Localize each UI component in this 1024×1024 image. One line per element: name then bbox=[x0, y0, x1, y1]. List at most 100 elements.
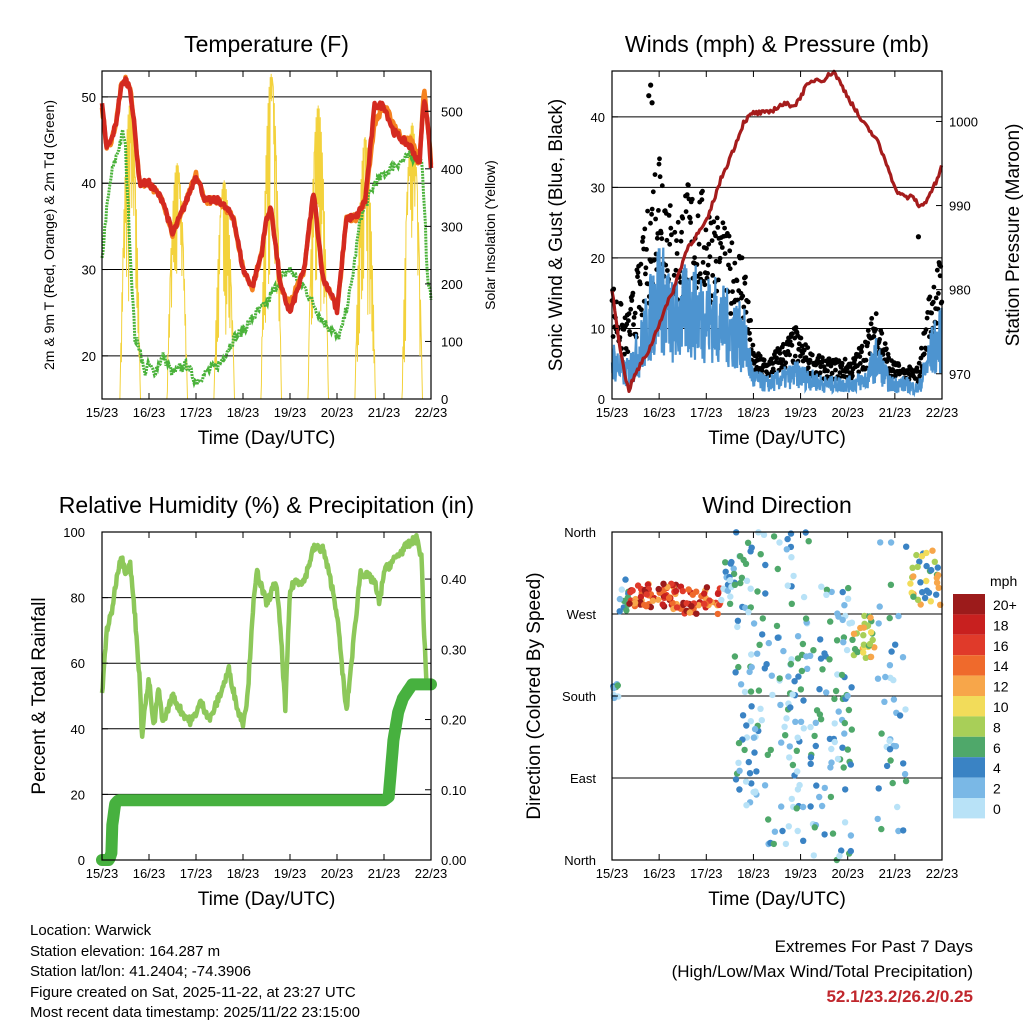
gust-point bbox=[937, 273, 943, 279]
colorbar-label: 16 bbox=[993, 638, 1009, 654]
y2-tick-label: 500 bbox=[441, 104, 463, 119]
direction-point bbox=[782, 732, 789, 739]
y-tick-label: 30 bbox=[82, 263, 96, 278]
gust-point bbox=[625, 349, 631, 355]
direction-point bbox=[701, 600, 708, 608]
direction-point bbox=[738, 574, 746, 581]
extremes-panel: Extremes For Past 7 Days (High/Low/Max W… bbox=[672, 934, 973, 1009]
direction-point bbox=[875, 785, 882, 792]
gust-point bbox=[639, 307, 644, 313]
gust-point bbox=[706, 241, 712, 247]
direction-point bbox=[816, 686, 823, 693]
x-tick-label: 16/23 bbox=[643, 405, 676, 420]
solar-insolation-2 bbox=[213, 180, 235, 400]
direction-point bbox=[797, 718, 805, 725]
y2-tick-label: 0.10 bbox=[441, 783, 466, 798]
direction-point bbox=[780, 647, 787, 655]
direction-point bbox=[769, 691, 776, 699]
direction-point bbox=[745, 608, 752, 616]
direction-point bbox=[799, 640, 807, 648]
direction-point bbox=[736, 553, 744, 560]
direction-point bbox=[779, 827, 786, 835]
direction-point bbox=[823, 586, 831, 593]
direction-point bbox=[844, 595, 852, 602]
gust-point bbox=[671, 272, 677, 278]
direction-point bbox=[718, 596, 725, 604]
y-axis-label: Percent & Total Rainfall bbox=[29, 597, 50, 794]
colorbar-swatch bbox=[953, 594, 985, 615]
colorbar-swatch bbox=[953, 798, 985, 819]
direction-point bbox=[860, 624, 867, 631]
y-axis-label: Direction (Colored By Speed) bbox=[524, 572, 545, 819]
x-tick-label: 17/23 bbox=[690, 866, 723, 881]
direction-point bbox=[753, 768, 760, 775]
y2-tick-label: 0.30 bbox=[441, 642, 466, 657]
gust-point bbox=[632, 310, 638, 316]
y-axis-label: 2m & 9m T (Red, Orange) & 2m Td (Green) bbox=[41, 100, 57, 370]
direction-point bbox=[788, 554, 795, 561]
direction-point bbox=[889, 779, 896, 787]
direction-point bbox=[910, 573, 917, 580]
station-info: Location: Warwick Station elevation: 164… bbox=[30, 921, 360, 1024]
series-relative-humidity bbox=[99, 532, 433, 739]
gust-point bbox=[640, 235, 646, 240]
direction-point bbox=[901, 770, 909, 778]
direction-point bbox=[834, 671, 841, 678]
plot-frame bbox=[611, 531, 943, 861]
direction-point bbox=[747, 718, 754, 725]
x-tick-label: 21/23 bbox=[879, 405, 912, 420]
direction-point bbox=[934, 564, 941, 571]
x-tick-label: 22/23 bbox=[415, 405, 448, 420]
direction-point bbox=[797, 686, 805, 693]
gust-point bbox=[669, 232, 674, 238]
gust-point bbox=[884, 346, 889, 352]
direction-point bbox=[731, 581, 739, 588]
direction-point bbox=[828, 588, 835, 596]
gust-point bbox=[667, 203, 673, 209]
gust-point bbox=[649, 211, 654, 217]
x-tick-label: 15/23 bbox=[86, 405, 119, 420]
gust-point bbox=[715, 225, 721, 230]
direction-point bbox=[812, 719, 819, 726]
colorbar-swatch bbox=[953, 716, 985, 737]
gust-point bbox=[652, 172, 658, 178]
gust-point bbox=[921, 351, 927, 357]
x-axis-label: Time (Day/UTC) bbox=[198, 889, 336, 910]
direction-point bbox=[760, 531, 768, 538]
gust-point bbox=[727, 248, 733, 254]
gust-point bbox=[668, 225, 674, 231]
gust-point bbox=[865, 340, 871, 346]
gust-point bbox=[792, 353, 798, 359]
gust-point bbox=[774, 355, 779, 361]
gust-point bbox=[820, 358, 826, 364]
y-tick-label: 30 bbox=[591, 180, 605, 195]
direction-point bbox=[935, 572, 942, 579]
gust-point bbox=[856, 369, 862, 375]
direction-point bbox=[916, 558, 923, 565]
direction-point bbox=[793, 747, 800, 754]
y-tick-label: 10 bbox=[591, 321, 605, 336]
direction-point bbox=[795, 673, 802, 680]
gust-point bbox=[659, 236, 665, 242]
direction-point bbox=[783, 715, 790, 722]
direction-point bbox=[909, 564, 916, 571]
x-tick-label: 22/23 bbox=[926, 405, 959, 420]
x-tick-label: 18/23 bbox=[227, 405, 260, 420]
y2-tick-label: 990 bbox=[949, 199, 971, 214]
x-tick-label: 20/23 bbox=[321, 866, 354, 881]
direction-point bbox=[867, 629, 875, 636]
direction-point bbox=[917, 579, 924, 586]
y-tick-label: South bbox=[562, 689, 596, 704]
gust-point bbox=[692, 255, 697, 260]
direction-point bbox=[793, 805, 800, 812]
direction-point bbox=[910, 593, 917, 600]
direction-point bbox=[827, 618, 834, 625]
direction-point bbox=[758, 717, 765, 724]
gust-point bbox=[650, 189, 656, 195]
extremes-title: Extremes For Past 7 Days bbox=[774, 937, 973, 956]
gust-point bbox=[716, 277, 721, 283]
direction-point bbox=[764, 751, 771, 758]
direction-point bbox=[750, 620, 758, 627]
direction-point bbox=[785, 673, 792, 680]
x-tick-label: 19/23 bbox=[784, 405, 817, 420]
